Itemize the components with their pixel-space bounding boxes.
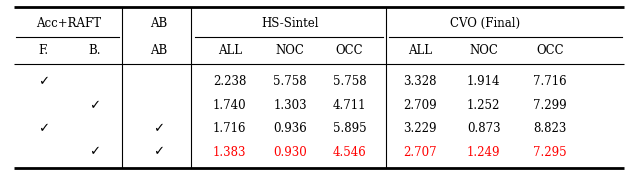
Text: OCC: OCC	[336, 44, 364, 57]
Text: 1.716: 1.716	[213, 122, 246, 135]
Text: 1.740: 1.740	[213, 99, 246, 112]
Text: CVO (Final): CVO (Final)	[450, 17, 520, 30]
Text: F.: F.	[38, 44, 48, 57]
Text: 0.873: 0.873	[467, 122, 500, 135]
Text: 2.709: 2.709	[403, 99, 436, 112]
Text: 4.711: 4.711	[333, 99, 366, 112]
Text: 7.716: 7.716	[533, 75, 567, 88]
Text: NOC: NOC	[469, 44, 498, 57]
Text: ALL: ALL	[408, 44, 432, 57]
Text: 7.299: 7.299	[533, 99, 567, 112]
Text: 1.383: 1.383	[213, 146, 246, 159]
Text: 5.758: 5.758	[274, 75, 307, 88]
Text: 3.328: 3.328	[403, 75, 436, 88]
Text: HS-Sintel: HS-Sintel	[261, 17, 318, 30]
Text: 0.930: 0.930	[274, 146, 307, 159]
Text: AB: AB	[149, 44, 167, 57]
Text: 2.238: 2.238	[213, 75, 246, 88]
Text: 1.914: 1.914	[467, 75, 500, 88]
Text: OCC: OCC	[536, 44, 564, 57]
Text: AB: AB	[149, 17, 167, 30]
Text: 8.823: 8.823	[533, 122, 567, 135]
Text: 1.303: 1.303	[274, 99, 307, 112]
Text: 2.707: 2.707	[403, 146, 436, 159]
Text: 5.758: 5.758	[333, 75, 366, 88]
Text: 4.546: 4.546	[333, 146, 366, 159]
Text: 1.252: 1.252	[467, 99, 500, 112]
Text: ✓: ✓	[38, 75, 49, 88]
Text: Acc+RAFT: Acc+RAFT	[36, 17, 101, 30]
Text: ✓: ✓	[152, 122, 164, 135]
Text: 5.895: 5.895	[333, 122, 366, 135]
Text: 0.936: 0.936	[274, 122, 307, 135]
Text: 7.295: 7.295	[533, 146, 567, 159]
Text: NOC: NOC	[276, 44, 305, 57]
Text: ✓: ✓	[38, 122, 49, 135]
Text: 1.249: 1.249	[467, 146, 500, 159]
Text: ALL: ALL	[218, 44, 242, 57]
Text: ✓: ✓	[89, 146, 100, 159]
Text: B.: B.	[88, 44, 101, 57]
Text: ✓: ✓	[89, 99, 100, 112]
Text: ✓: ✓	[152, 146, 164, 159]
Text: 3.229: 3.229	[403, 122, 436, 135]
